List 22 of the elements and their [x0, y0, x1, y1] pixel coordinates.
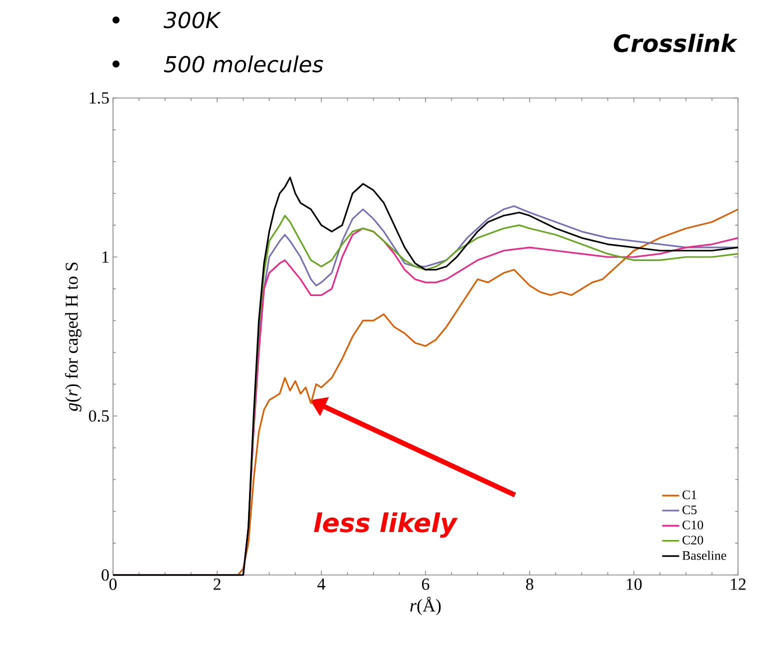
legend-label: Baseline: [682, 550, 726, 560]
x-tick-label: 4: [317, 578, 326, 590]
legend-label: C5: [682, 506, 697, 514]
chart-title: Crosslink: [614, 34, 738, 52]
x-axis-title: r(Å): [410, 596, 441, 616]
y-tick-label: 0.5: [88, 410, 109, 422]
y-axis-title: g(r) for caged H to S: [64, 262, 82, 412]
legend-label: C10: [682, 520, 704, 530]
x-tick-label: 12: [731, 578, 746, 590]
text: 300K: [164, 12, 222, 28]
x-tick-label: 2: [214, 578, 220, 590]
text: 500 molecules: [164, 56, 324, 72]
x-tick-label: 8: [526, 578, 534, 590]
y-tick-label: 0: [102, 569, 109, 581]
legend-label: C1: [682, 490, 696, 500]
y-tick-label: 1.5: [90, 92, 109, 104]
y-tick-label: 1: [102, 251, 108, 263]
annotation: less likely: [314, 512, 458, 538]
x-tick-label: 0: [109, 578, 117, 590]
legend-label: C20: [682, 536, 704, 544]
x-tick-label: 6: [422, 578, 430, 590]
x-tick-label: 10: [626, 578, 642, 590]
